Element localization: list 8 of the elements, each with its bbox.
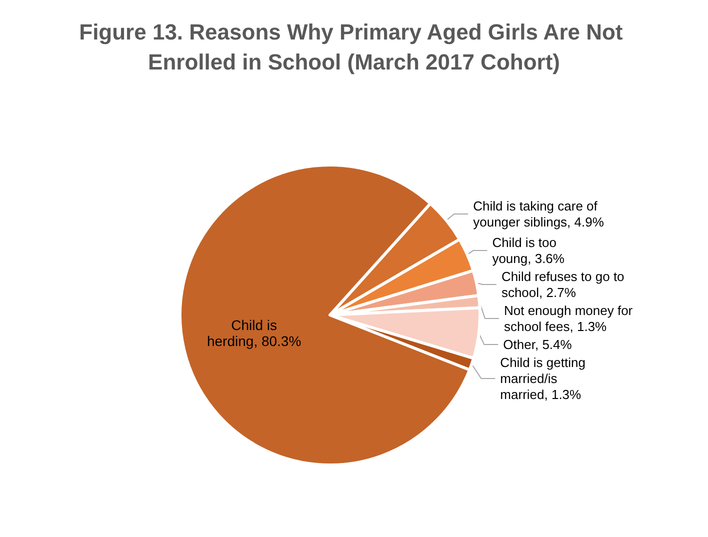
slice-label: Not enough money for school fees, 1.3% <box>504 303 634 334</box>
slice-label: Other, 5.4% <box>503 337 572 352</box>
slice-label: Child is too young, 3.6% <box>492 235 565 266</box>
slice-label: Child is herding, 80.3% <box>206 316 302 349</box>
slice-label: Child refuses to go to school, 2.7% <box>501 269 624 300</box>
slice-label: Child is getting married/is married, 1.3% <box>500 355 586 402</box>
slice-label: Child is taking care of younger siblings, 4.9% <box>473 198 604 230</box>
chart-title: Figure 13. Reasons Why Primary Aged Girls Are Not Enrolled in School (March 2017 Cohort) <box>79 20 629 74</box>
